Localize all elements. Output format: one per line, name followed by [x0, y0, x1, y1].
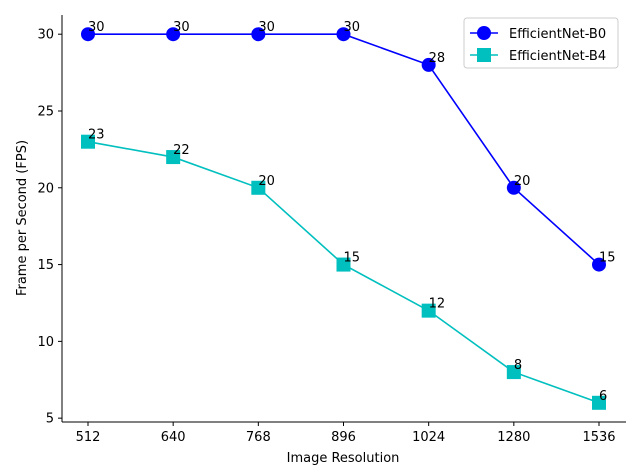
series-layer: [81, 27, 606, 410]
data-label: 30: [173, 20, 190, 35]
y-tick-label: 5: [46, 412, 54, 427]
data-point: [251, 180, 266, 195]
legend-marker-b4: [477, 48, 491, 62]
y-axis-label: Frame per Second (FPS): [15, 140, 30, 296]
legend: EfficientNet-B0 EfficientNet-B4: [463, 17, 619, 69]
y-tick-label: 25: [37, 104, 54, 119]
x-tick-label: 768: [246, 430, 271, 445]
data-point: [592, 395, 606, 410]
x-tick-label: 640: [161, 430, 186, 445]
x-axis-label: Image Resolution: [287, 451, 400, 466]
data-point: [336, 27, 351, 42]
series-line-0: [88, 33, 600, 266]
y-tick-label: 15: [37, 258, 54, 273]
data-labels: 30 30 30 30 28 20 15 23 22 20 15 12 8 6: [88, 20, 616, 404]
data-label: 15: [599, 251, 616, 266]
data-label: 8: [514, 358, 522, 373]
data-point: [592, 257, 606, 272]
x-tick-label: 1280: [497, 430, 530, 445]
data-label: 6: [599, 389, 607, 404]
data-label: 30: [344, 20, 361, 35]
data-label: 30: [88, 20, 105, 35]
legend-marker-b0: [477, 26, 491, 40]
x-tick-label: 1536: [582, 430, 615, 445]
data-label: 23: [88, 128, 105, 143]
data-point: [336, 257, 351, 272]
y-tick-label: 10: [37, 335, 54, 350]
data-label: 15: [344, 251, 361, 266]
data-point: [81, 134, 95, 149]
legend-entry-efficientnet-b4: EfficientNet-B4: [470, 48, 606, 64]
legend-label-b4: EfficientNet-B4: [509, 49, 606, 64]
legend-entry-efficientnet-b0: EfficientNet-B0: [470, 26, 606, 42]
y-tick-label: 20: [37, 181, 54, 196]
x-tick-label: 896: [331, 430, 356, 445]
data-label: 28: [429, 51, 446, 66]
data-point: [251, 27, 266, 42]
data-point: [81, 27, 95, 42]
data-point: [421, 303, 436, 318]
data-point: [506, 365, 521, 380]
axis-ticks: 512 640 768 896 1024 1280 1536 5 10 15 20 25 30: [37, 28, 615, 445]
data-label: 12: [429, 297, 446, 312]
data-point: [506, 180, 521, 195]
data-point: [166, 27, 181, 42]
data-label: 20: [514, 174, 531, 189]
x-tick-label: 1024: [412, 430, 445, 445]
data-label: 22: [173, 143, 190, 158]
legend-frame: [463, 17, 619, 69]
data-point: [166, 150, 181, 165]
x-tick-label: 512: [76, 430, 101, 445]
data-label: 20: [258, 174, 275, 189]
data-label: 30: [258, 20, 275, 35]
data-point: [421, 57, 436, 72]
y-tick-label: 30: [37, 28, 54, 43]
legend-label-b0: EfficientNet-B0: [509, 27, 606, 42]
